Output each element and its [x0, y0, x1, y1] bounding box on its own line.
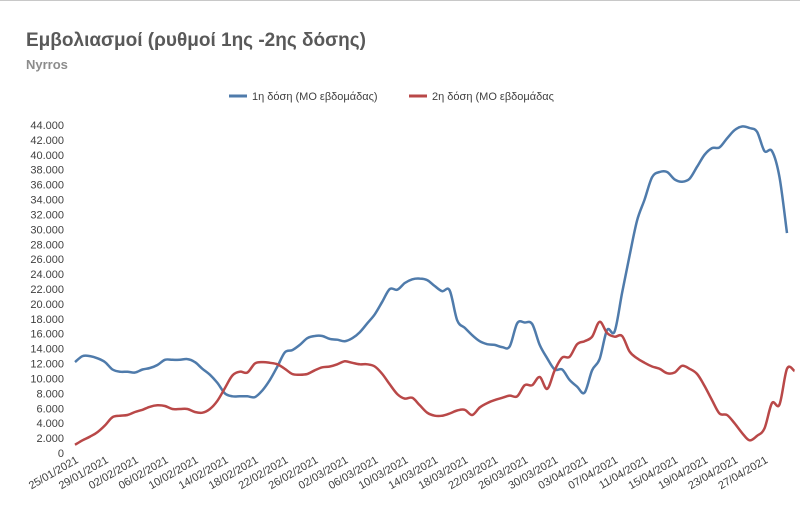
y-tick-label: 44.000	[30, 120, 64, 132]
y-tick-label: 36.000	[30, 180, 64, 192]
y-tick-label: 10.000	[30, 374, 64, 386]
series-lines	[74, 125, 796, 446]
y-tick-label: 30.000	[30, 224, 64, 236]
top-border	[0, 0, 800, 1]
y-tick-label: 42.000	[30, 135, 64, 147]
y-tick-label: 16.000	[30, 329, 64, 341]
legend: 1η δόση (ΜΟ εβδομάδας) 2η δόση (ΜΟ εβδομ…	[229, 91, 554, 103]
chart-title: Εμβολιασμοί (ρυθμοί 1ης -2ης δόσης)	[26, 30, 366, 51]
y-tick-label: 28.000	[30, 239, 64, 251]
y-tick-label: 22.000	[30, 284, 64, 296]
y-tick-label: 24.000	[30, 269, 64, 281]
y-tick-label: 14.000	[30, 344, 64, 356]
y-tick-label: 20.000	[30, 299, 64, 311]
y-tick-label: 38.000	[30, 165, 64, 177]
series-line-1	[74, 125, 789, 399]
x-axis: 25/01/202129/01/202102/02/202106/02/2021…	[27, 454, 770, 492]
y-axis: 0 2.000 4.000 6.000 8.000 10.000 12.000 14.000 1…	[30, 120, 64, 460]
y-tick-label: 8.000	[36, 388, 64, 400]
y-tick-label: 32.000	[30, 210, 64, 222]
y-tick-label: 34.000	[30, 195, 64, 207]
legend-label-series1: 1η δόση (ΜΟ εβδομάδας)	[252, 91, 378, 103]
series-line-2	[74, 320, 796, 446]
y-tick-label: 4.000	[36, 418, 64, 430]
y-tick-label: 0	[58, 448, 64, 460]
y-tick-label: 6.000	[36, 403, 64, 415]
chart-subtitle: Nyrros	[26, 57, 68, 72]
y-tick-label: 26.000	[30, 254, 64, 266]
y-tick-label: 18.000	[30, 314, 64, 326]
y-tick-label: 12.000	[30, 359, 64, 371]
y-tick-label: 2.000	[36, 433, 64, 445]
legend-label-series2: 2η δόση (ΜΟ εβδομάδας	[432, 91, 554, 103]
y-tick-label: 40.000	[30, 150, 64, 162]
